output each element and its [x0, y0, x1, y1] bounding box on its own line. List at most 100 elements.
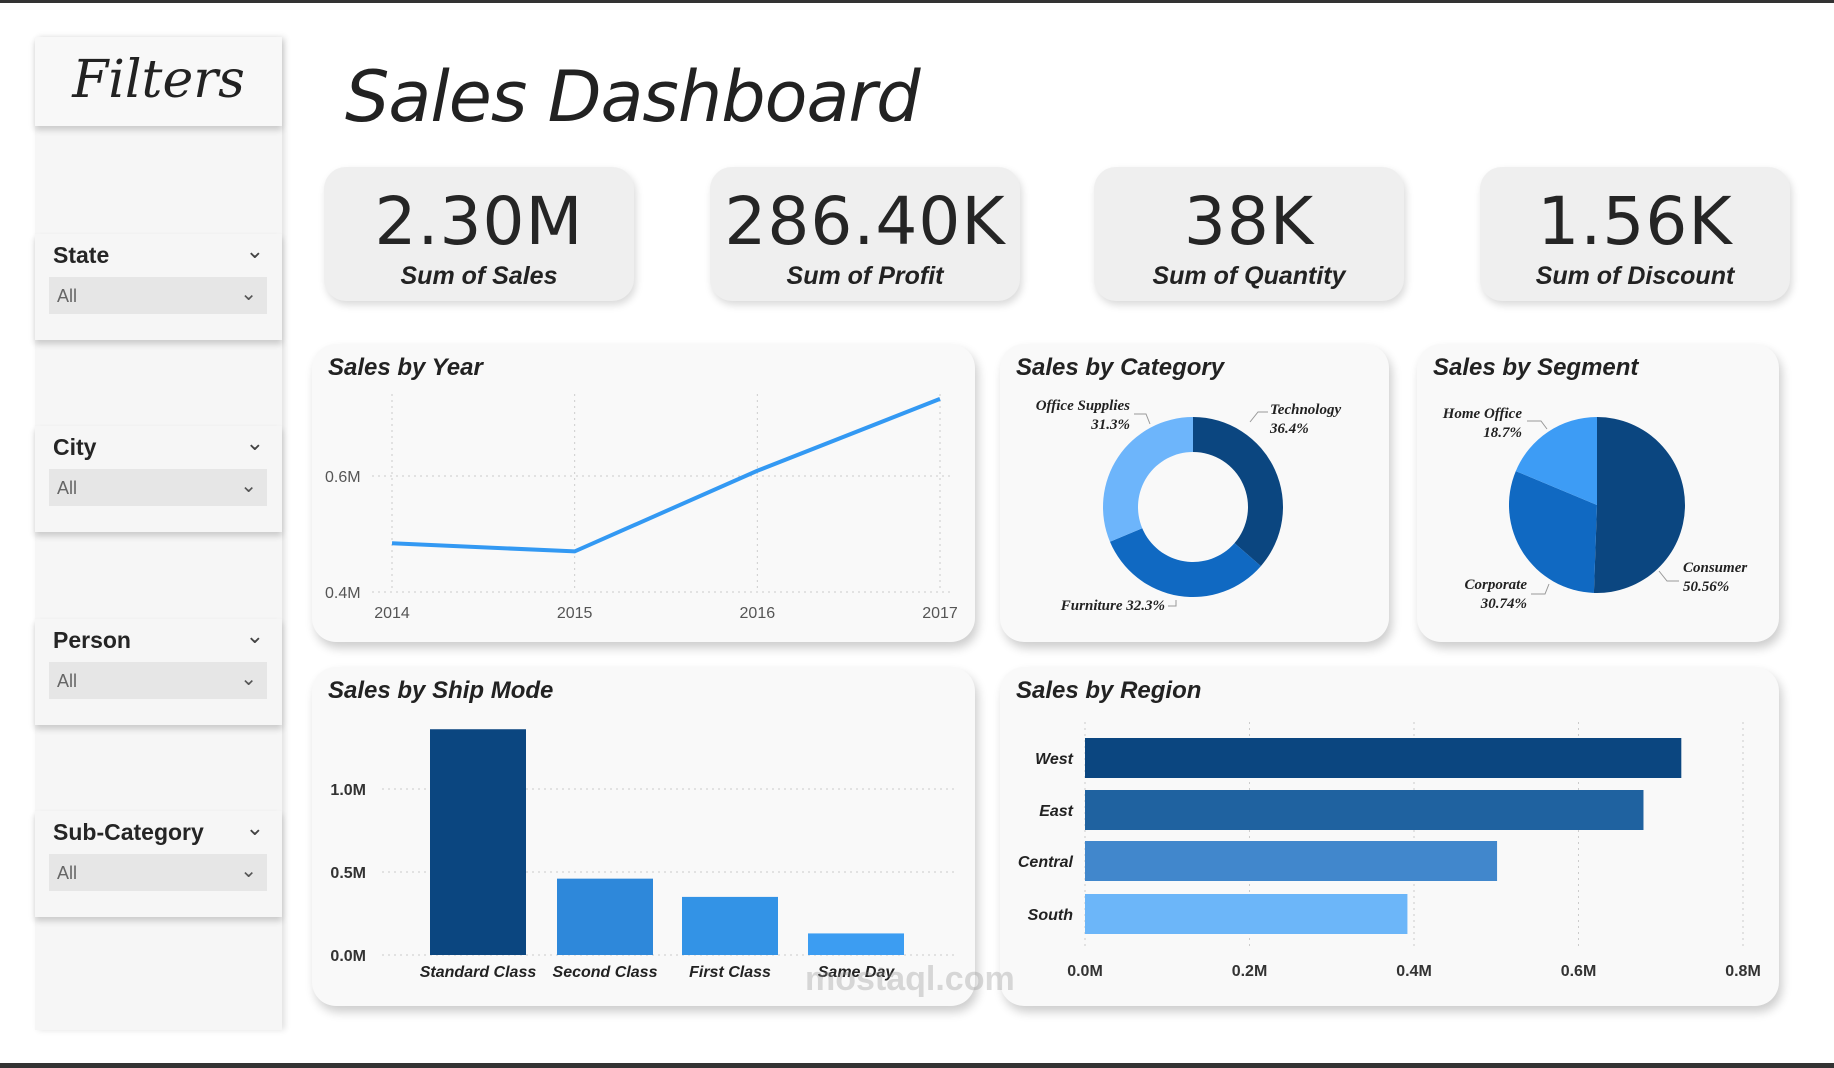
x-tick-label: Same Day: [818, 964, 896, 981]
slicer-city: City ⌄ All ⌄: [35, 426, 282, 532]
x-tick-label: 2017: [922, 605, 958, 622]
chart-title: Sales by Ship Mode: [328, 677, 554, 704]
bar-second-class: [557, 878, 653, 955]
y-tick-label: Central: [1018, 854, 1074, 871]
sales-by-category-card[interactable]: Technology 36.4% Furniture 32.3% Office Sup…: [1000, 344, 1389, 642]
donut-chart: Technology 36.4% Furniture 32.3% Office Sup…: [1036, 398, 1342, 614]
x-tick-label: 2016: [740, 605, 776, 622]
bar-east: [1085, 790, 1644, 830]
bar-south: [1085, 894, 1408, 934]
city-dropdown[interactable]: All ⌄: [49, 469, 267, 506]
window-border-bottom: [0, 1063, 1834, 1068]
slicer-label: State: [53, 242, 110, 268]
y-tick-label: 0.5M: [330, 865, 366, 882]
slicer-label: Sub-Category: [53, 819, 204, 845]
state-dropdown[interactable]: All ⌄: [49, 277, 267, 314]
kpi-label: Sum of Quantity: [1152, 262, 1346, 290]
line-chart: 2014 2015 2016 2017 0.4M 0.6M: [325, 394, 958, 622]
slice-home-office: [1515, 417, 1597, 505]
chart-title: Sales by Region: [1016, 677, 1202, 704]
dropdown-value: All: [57, 671, 78, 691]
kpi-card-discount: 1.56K Sum of Discount: [1480, 167, 1790, 301]
sales-by-region-card[interactable]: 0.0M 0.2M 0.4M 0.6M 0.8M West East Central South…: [1000, 667, 1779, 1006]
sales-line: [391, 396, 941, 554]
sales-by-segment-card[interactable]: Consumer 50.56% Corporate 30.74% Home Office…: [1417, 344, 1779, 642]
x-tick-label: 0.8M: [1725, 963, 1761, 980]
x-tick-label: Standard Class: [420, 964, 537, 981]
slice-technology: [1193, 417, 1283, 567]
bar-west: [1085, 738, 1682, 778]
slicer-sub-category: Sub-Category ⌄ All ⌄: [35, 811, 282, 917]
kpi-value: 286.40K: [724, 183, 1006, 260]
kpi-label: Sum of Profit: [786, 262, 944, 290]
watermark: mostaql.com: [805, 960, 1015, 998]
chart-title: Sales by Year: [328, 354, 483, 381]
y-tick-label: 1.0M: [330, 782, 366, 799]
page-title: Sales Dashboard: [345, 56, 921, 138]
y-tick-label: 0.0M: [330, 948, 366, 965]
slice-pct-label: 50.56%: [1683, 579, 1729, 595]
x-tick-label: 2015: [557, 605, 593, 622]
slice-furniture: [1109, 528, 1261, 597]
y-tick-label: 0.4M: [325, 585, 361, 602]
slice-office-supplies: [1103, 417, 1193, 542]
chevron-down-icon[interactable]: ⌄: [245, 430, 264, 455]
slice-label: Technology: [1270, 402, 1341, 418]
y-tick-label: South: [1028, 907, 1074, 924]
dropdown-value: All: [57, 478, 78, 498]
x-tick-label: 0.4M: [1396, 963, 1432, 980]
slice-label: Office Supplies: [1036, 398, 1130, 414]
pie-chart: Consumer 50.56% Corporate 30.74% Home Office…: [1442, 406, 1748, 612]
slice-pct-label: 18.7%: [1483, 425, 1522, 441]
x-tick-label: 0.6M: [1561, 963, 1597, 980]
slicer-label: Person: [53, 627, 131, 653]
person-dropdown[interactable]: All ⌄: [49, 662, 267, 699]
leader-line: [1168, 600, 1177, 607]
x-tick-label: Second Class: [553, 964, 658, 981]
bar-central: [1085, 841, 1498, 881]
x-tick-label: 0.0M: [1067, 963, 1103, 980]
leader-line: [1134, 413, 1151, 425]
slice-label: Home Office: [1442, 406, 1523, 422]
slicer-label: City: [53, 434, 97, 460]
bar-standard-class: [430, 729, 526, 955]
chevron-down-icon: ⌄: [240, 283, 257, 305]
chevron-down-icon: ⌄: [240, 475, 257, 497]
chevron-down-icon[interactable]: ⌄: [245, 238, 264, 263]
dropdown-value: All: [57, 863, 78, 883]
slice-corporate: [1509, 471, 1597, 593]
x-tick-label: First Class: [689, 964, 771, 981]
window-border-top: [0, 0, 1834, 3]
sub-category-dropdown[interactable]: All ⌄: [49, 854, 267, 891]
chevron-down-icon: ⌄: [240, 860, 257, 882]
kpi-label: Sum of Sales: [400, 262, 558, 290]
chevron-down-icon[interactable]: ⌄: [245, 815, 264, 840]
kpi-label: Sum of Discount: [1535, 262, 1735, 290]
leader-line: [1527, 420, 1548, 430]
slice-pct-label: 36.4%: [1269, 421, 1309, 437]
kpi-card-sales: 2.30M Sum of Sales: [324, 167, 634, 301]
sales-by-year-card[interactable]: 2014 2015 2016 2017 0.4M 0.6M Sales by Year: [312, 344, 975, 642]
bar-first-class: [682, 896, 778, 955]
chart-title: Sales by Category: [1016, 354, 1225, 381]
slice-label: Consumer: [1683, 560, 1747, 576]
bar-chart: 0.0M 0.5M 1.0M Standard Class Second Class Fi…: [330, 729, 957, 981]
sales-by-ship-mode-card[interactable]: 0.0M 0.5M 1.0M Standard Class Second Class Fi…: [312, 667, 975, 1006]
bar-same-day: [808, 933, 904, 955]
slice-label: Corporate: [1464, 577, 1527, 593]
horizontal-bar-chart: 0.0M 0.2M 0.4M 0.6M 0.8M West East Central South: [1018, 722, 1761, 980]
x-tick-label: 0.2M: [1232, 963, 1268, 980]
y-tick-label: East: [1039, 803, 1073, 820]
kpi-card-profit: 286.40K Sum of Profit: [710, 167, 1020, 301]
chart-title: Sales by Segment: [1433, 354, 1639, 381]
kpi-value: 2.30M: [374, 183, 584, 260]
y-tick-label: West: [1035, 751, 1074, 768]
slice-pct-label: 31.3%: [1090, 417, 1130, 433]
slice-pct-label: 30.74%: [1480, 596, 1527, 612]
chevron-down-icon[interactable]: ⌄: [245, 623, 264, 648]
kpi-value: 1.56K: [1537, 183, 1733, 260]
y-tick-label: 0.6M: [325, 469, 361, 486]
x-tick-label: 2014: [374, 605, 410, 622]
slicer-person: Person ⌄ All ⌄: [35, 619, 282, 725]
leader-line: [1249, 411, 1268, 423]
